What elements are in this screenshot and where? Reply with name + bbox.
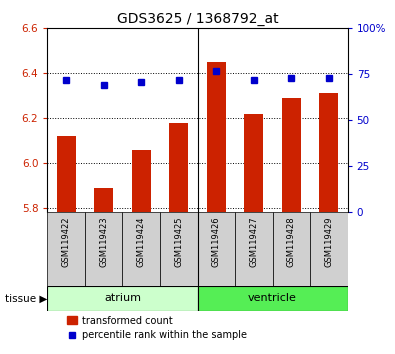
Bar [47, 212, 85, 286]
Bar [320, 93, 338, 212]
Text: atrium: atrium [104, 293, 141, 303]
Text: GSM119427: GSM119427 [249, 216, 258, 267]
Bar [132, 150, 150, 212]
Text: GSM119429: GSM119429 [324, 216, 333, 267]
Bar [207, 62, 226, 212]
Bar [198, 212, 235, 286]
Bar [169, 122, 188, 212]
Text: GSM119428: GSM119428 [287, 216, 296, 267]
Legend: transformed count, percentile rank within the sample: transformed count, percentile rank withi… [67, 315, 247, 340]
Text: GSM119422: GSM119422 [62, 216, 71, 267]
Title: GDS3625 / 1368792_at: GDS3625 / 1368792_at [117, 12, 278, 26]
Bar [245, 114, 263, 212]
Bar [235, 212, 273, 286]
Bar [273, 212, 310, 286]
Bar [57, 136, 75, 212]
Text: GSM119425: GSM119425 [174, 216, 183, 267]
Text: ventricle: ventricle [248, 293, 297, 303]
Bar [47, 286, 198, 311]
Text: GSM119424: GSM119424 [137, 216, 146, 267]
Bar [160, 212, 198, 286]
Bar [85, 212, 122, 286]
Text: GSM119423: GSM119423 [99, 216, 108, 267]
Bar [94, 188, 113, 212]
Text: tissue ▶: tissue ▶ [5, 293, 47, 303]
Text: GSM119426: GSM119426 [212, 216, 221, 267]
Bar [310, 212, 348, 286]
Bar [282, 98, 301, 212]
Bar [122, 212, 160, 286]
Bar [198, 286, 348, 311]
